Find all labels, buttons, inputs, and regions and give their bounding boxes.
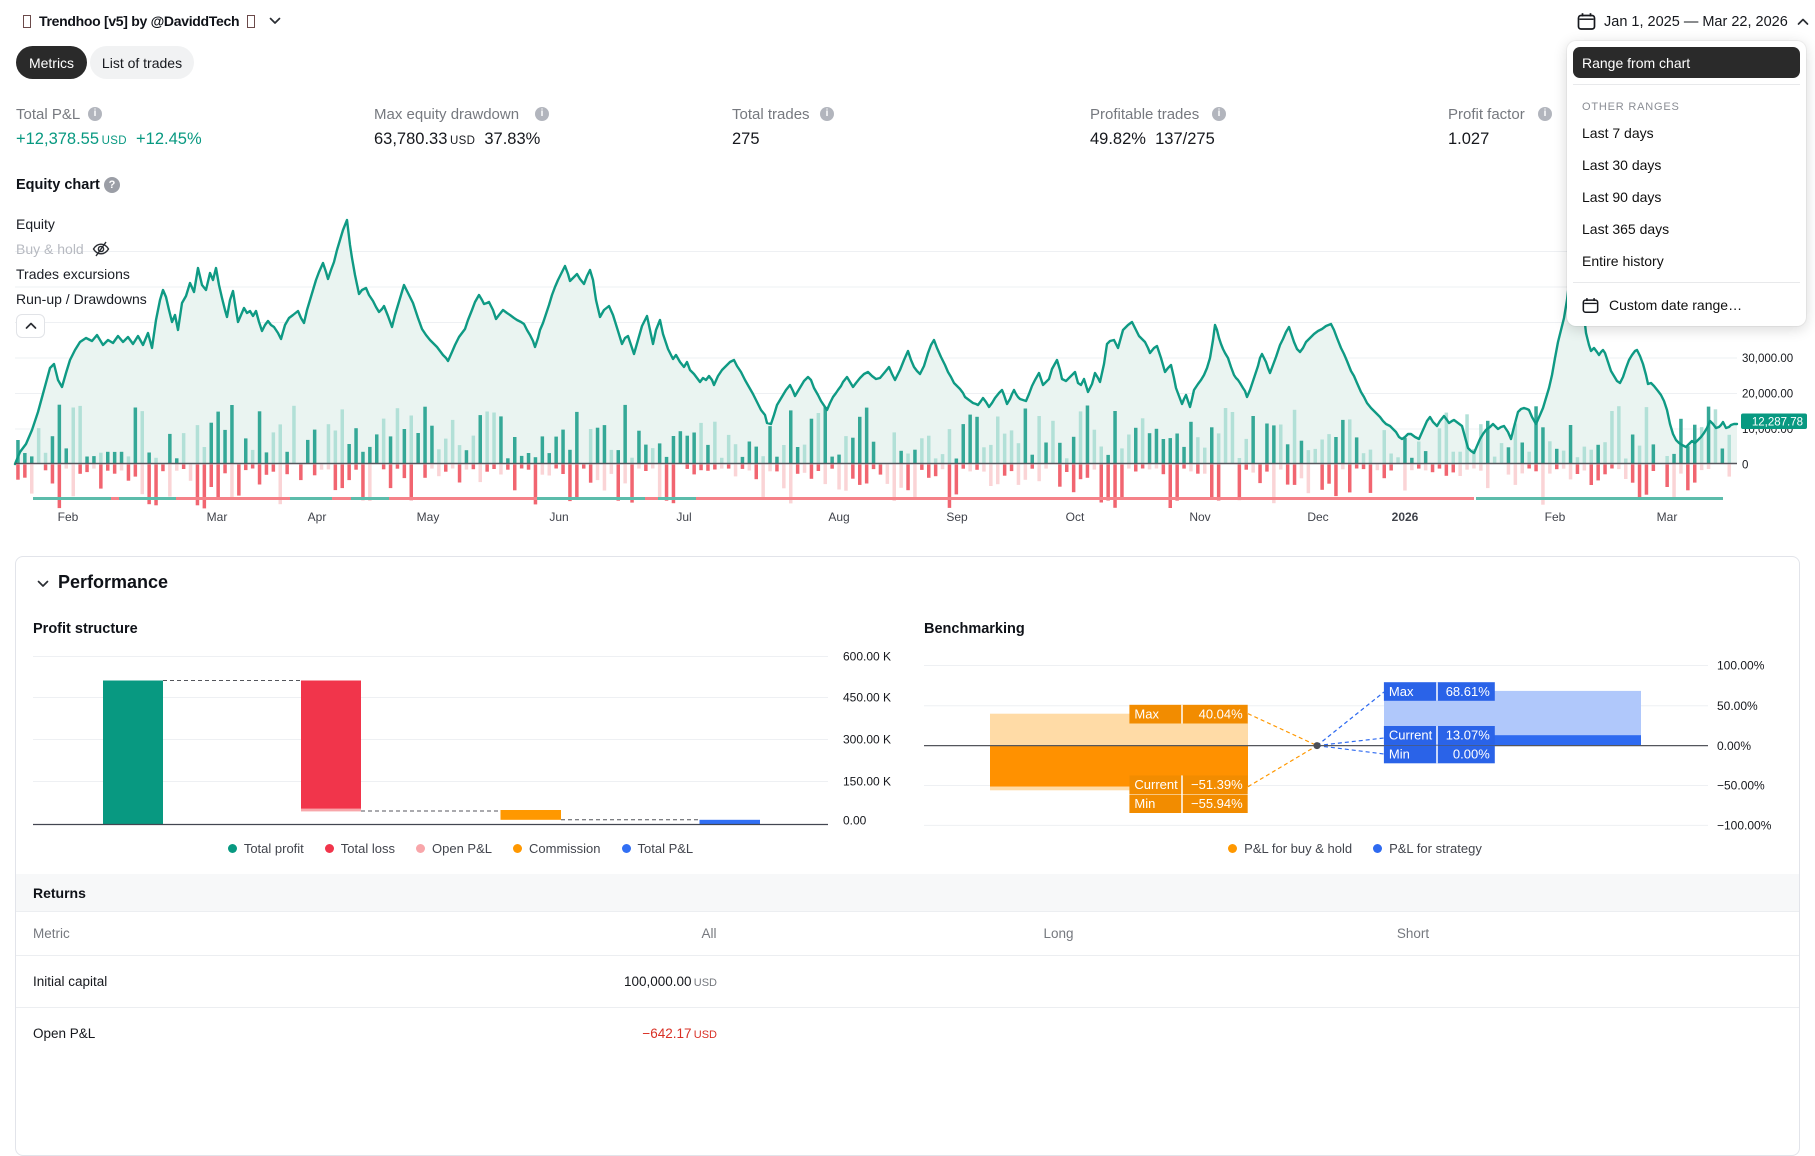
svg-text:Min: Min bbox=[1389, 746, 1410, 761]
svg-text:Current: Current bbox=[1134, 777, 1178, 792]
svg-text:450.00 K: 450.00 K bbox=[843, 691, 891, 705]
svg-text:0: 0 bbox=[1742, 460, 1748, 472]
svg-text:150.00 K: 150.00 K bbox=[843, 775, 891, 789]
svg-text:Feb: Feb bbox=[58, 510, 79, 524]
svg-text:Jun: Jun bbox=[549, 510, 568, 524]
svg-text:−55.94%: −55.94% bbox=[1191, 796, 1243, 811]
svg-text:Sep: Sep bbox=[946, 510, 968, 524]
svg-text:Nov: Nov bbox=[1189, 510, 1210, 524]
svg-text:−100.00%: −100.00% bbox=[1717, 819, 1772, 833]
svg-text:30,000.00: 30,000.00 bbox=[1742, 353, 1793, 365]
svg-text:0.00%: 0.00% bbox=[1453, 746, 1490, 761]
svg-text:−51.39%: −51.39% bbox=[1191, 777, 1243, 792]
svg-text:Aug: Aug bbox=[828, 510, 849, 524]
svg-text:300.00 K: 300.00 K bbox=[843, 733, 891, 747]
svg-text:600.00 K: 600.00 K bbox=[843, 650, 891, 664]
svg-text:0.00: 0.00 bbox=[843, 814, 867, 828]
svg-text:12,287.78: 12,287.78 bbox=[1752, 417, 1803, 429]
svg-text:68.61%: 68.61% bbox=[1446, 684, 1491, 699]
svg-text:Feb: Feb bbox=[1545, 510, 1566, 524]
svg-text:May: May bbox=[417, 510, 440, 524]
svg-text:Oct: Oct bbox=[1066, 510, 1085, 524]
svg-text:0.00%: 0.00% bbox=[1717, 739, 1751, 753]
svg-text:Max: Max bbox=[1134, 707, 1159, 722]
svg-text:13.07%: 13.07% bbox=[1446, 728, 1491, 743]
svg-text:Max: Max bbox=[1389, 684, 1414, 699]
svg-text:50.00%: 50.00% bbox=[1717, 699, 1758, 713]
svg-text:20,000.00: 20,000.00 bbox=[1742, 389, 1793, 401]
svg-text:40.04%: 40.04% bbox=[1199, 707, 1244, 722]
svg-text:Min: Min bbox=[1134, 796, 1155, 811]
svg-text:Mar: Mar bbox=[1657, 510, 1678, 524]
svg-text:Mar: Mar bbox=[207, 510, 228, 524]
svg-text:Jul: Jul bbox=[676, 510, 691, 524]
svg-text:Dec: Dec bbox=[1307, 510, 1328, 524]
svg-text:2026: 2026 bbox=[1392, 510, 1419, 524]
svg-text:100.00%: 100.00% bbox=[1717, 659, 1765, 673]
svg-text:−50.00%: −50.00% bbox=[1717, 779, 1765, 793]
svg-text:Apr: Apr bbox=[308, 510, 327, 524]
svg-text:Current: Current bbox=[1389, 728, 1433, 743]
